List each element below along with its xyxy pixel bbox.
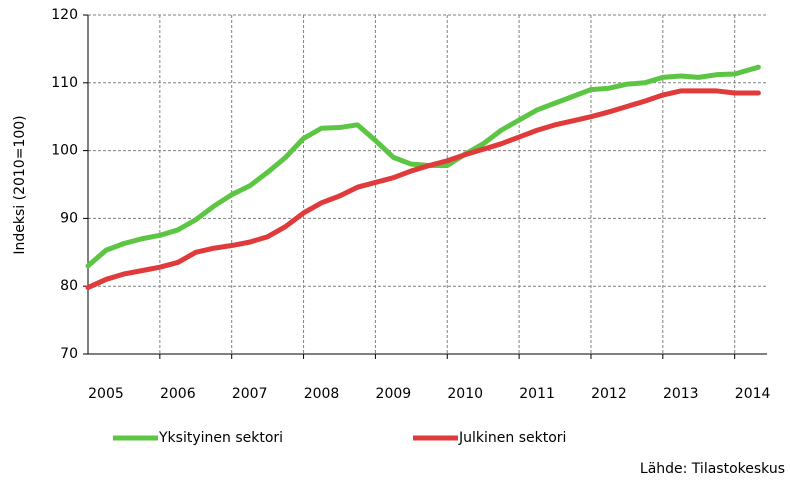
legend-label: Yksityinen sektori: [158, 430, 283, 446]
line: [85, 64, 761, 269]
x-tick-label: 2007: [232, 386, 268, 402]
x-tick-label: 2010: [447, 386, 483, 402]
x-tick-label: 2005: [88, 386, 124, 402]
y-tick-label: 120: [51, 7, 78, 23]
y-tick-label: 90: [60, 210, 78, 226]
line: [85, 88, 761, 291]
y-axis-label: Indeksi (2010=100): [12, 115, 28, 254]
source: Lähde: Tilastokeskus: [640, 461, 785, 477]
x-tick-label: 2011: [519, 386, 555, 402]
x-tick-label: 2008: [304, 386, 340, 402]
y-tick-label: 70: [60, 346, 78, 362]
legend-label: Julkinen sektori: [458, 430, 566, 446]
y-tick-label: 100: [51, 143, 78, 159]
x-tick-label: 2006: [160, 386, 196, 402]
x-tick-label: 2013: [663, 386, 699, 402]
x-tick-label: 2014: [735, 386, 771, 402]
y-tick-label: 80: [60, 278, 78, 294]
x-tick-label: 2009: [376, 386, 412, 402]
x-tick-label: 2012: [591, 386, 627, 402]
y-tick-label: 110: [51, 75, 78, 91]
